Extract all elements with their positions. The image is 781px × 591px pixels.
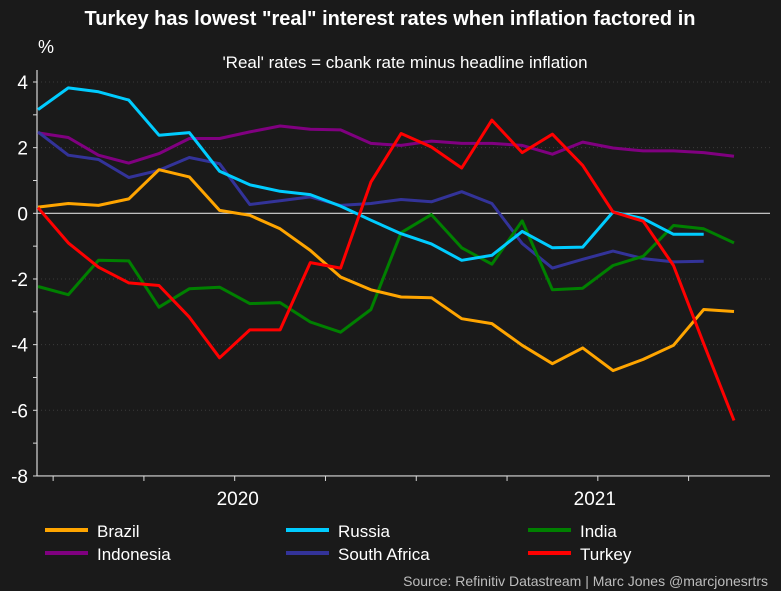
legend-label-brazil: Brazil: [97, 522, 140, 541]
series-line-russia: [37, 86, 704, 262]
y-tick-label: -8: [11, 467, 28, 488]
y-tick-label: 4: [17, 73, 28, 94]
series-lines: [36, 86, 736, 422]
x-tick-label: 2020: [217, 489, 259, 510]
series-line-south-africa: [37, 130, 704, 270]
series-line-india: [37, 213, 735, 334]
series-line-brazil: [37, 168, 735, 373]
legend-label-indonesia: Indonesia: [97, 545, 171, 564]
series-line-indonesia: [37, 124, 735, 165]
y-tick-label: 0: [17, 204, 28, 225]
legend-label-india: India: [580, 522, 617, 541]
chart-subtitle: 'Real' rates = cbank rate minus headline…: [222, 53, 587, 72]
legend: Brazil Russia India Indonesia South Africa Tu…: [45, 522, 632, 564]
legend-label-russia: Russia: [338, 522, 391, 541]
x-tick-labels: 2020 2021: [217, 489, 616, 510]
chart-title: Turkey has lowest "real" interest rates …: [85, 8, 696, 30]
legend-label-turkey: Turkey: [580, 545, 632, 564]
y-tick-labels: 4 2 0 -2 -4 -6 -8: [11, 73, 28, 488]
y-tick-label: -6: [11, 401, 28, 422]
series-line-turkey: [36, 118, 736, 422]
y-tick-label: 2: [17, 139, 28, 160]
x-tick-label: 2021: [574, 489, 616, 510]
y-tick-label: -4: [11, 336, 28, 357]
legend-label-south-africa: South Africa: [338, 545, 430, 564]
gridlines: [37, 81, 770, 411]
y-tick-label: -2: [11, 270, 28, 291]
y-axis-unit: %: [38, 37, 54, 57]
source-note: Source: Refinitiv Datastream | Marc Jone…: [403, 573, 768, 589]
axes: [33, 70, 770, 481]
